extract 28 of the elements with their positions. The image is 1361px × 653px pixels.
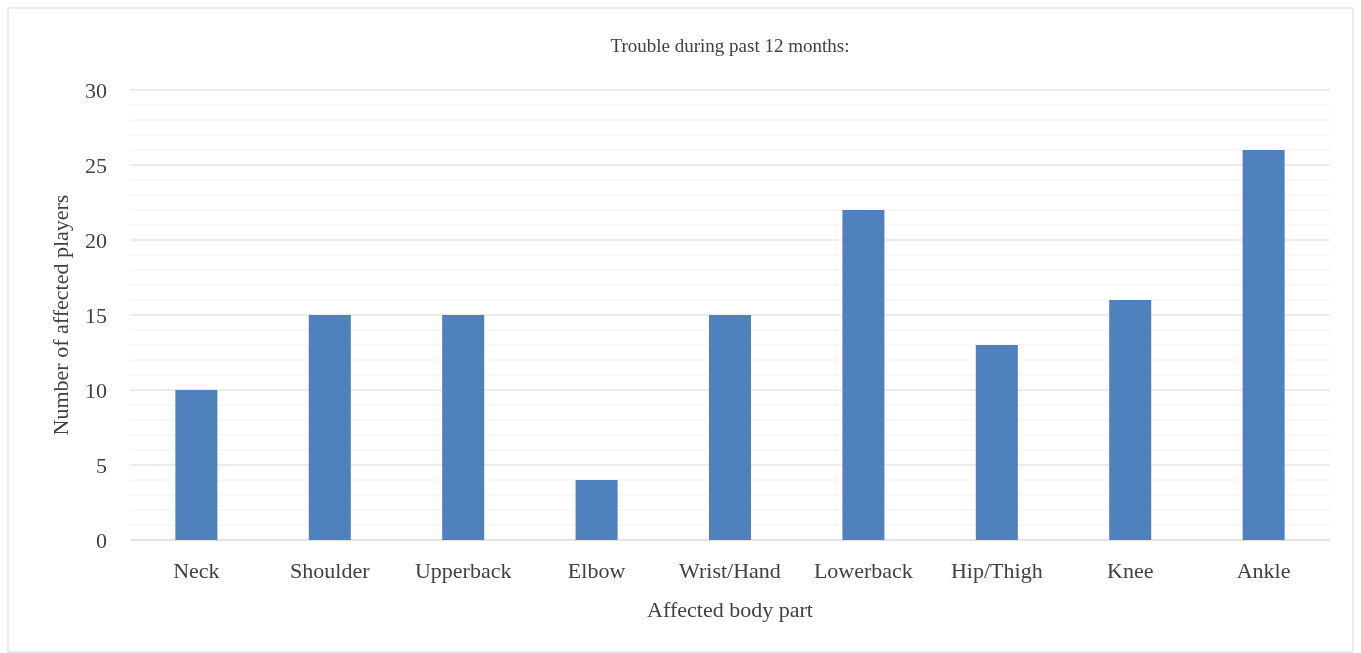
bar [975,345,1018,540]
bar [1242,150,1285,540]
x-tick-label: Knee [1107,558,1154,583]
y-tick-label: 30 [85,77,107,103]
x-tick-label: Hip/Thigh [950,558,1043,583]
x-tick-label: Wrist/Hand [679,558,781,583]
x-tick-label: Upperback [414,558,512,583]
x-tick-label: Lowerback [813,558,913,583]
bar [842,210,885,540]
bar [175,390,218,540]
bar [1109,300,1152,540]
x-tick-label: Neck [173,558,220,583]
y-tick-label: 0 [96,527,107,553]
bar [308,315,351,540]
x-tick-label: Shoulder [290,558,371,583]
bar [708,315,752,540]
y-tick-label: 5 [96,452,107,478]
y-tick-label: 20 [85,227,107,253]
x-tick-label: Elbow [567,558,626,583]
bar [575,480,618,540]
x-axis-title: Affected body part [647,597,813,622]
y-tick-label: 15 [85,302,107,328]
bar [442,315,485,540]
y-tick-label: 10 [85,377,107,403]
chart-title: Trouble during past 12 months: [610,35,850,56]
y-axis-title: Number of affected players [48,194,73,436]
x-tick-label: Ankle [1236,558,1291,583]
y-tick-label: 25 [85,152,107,178]
